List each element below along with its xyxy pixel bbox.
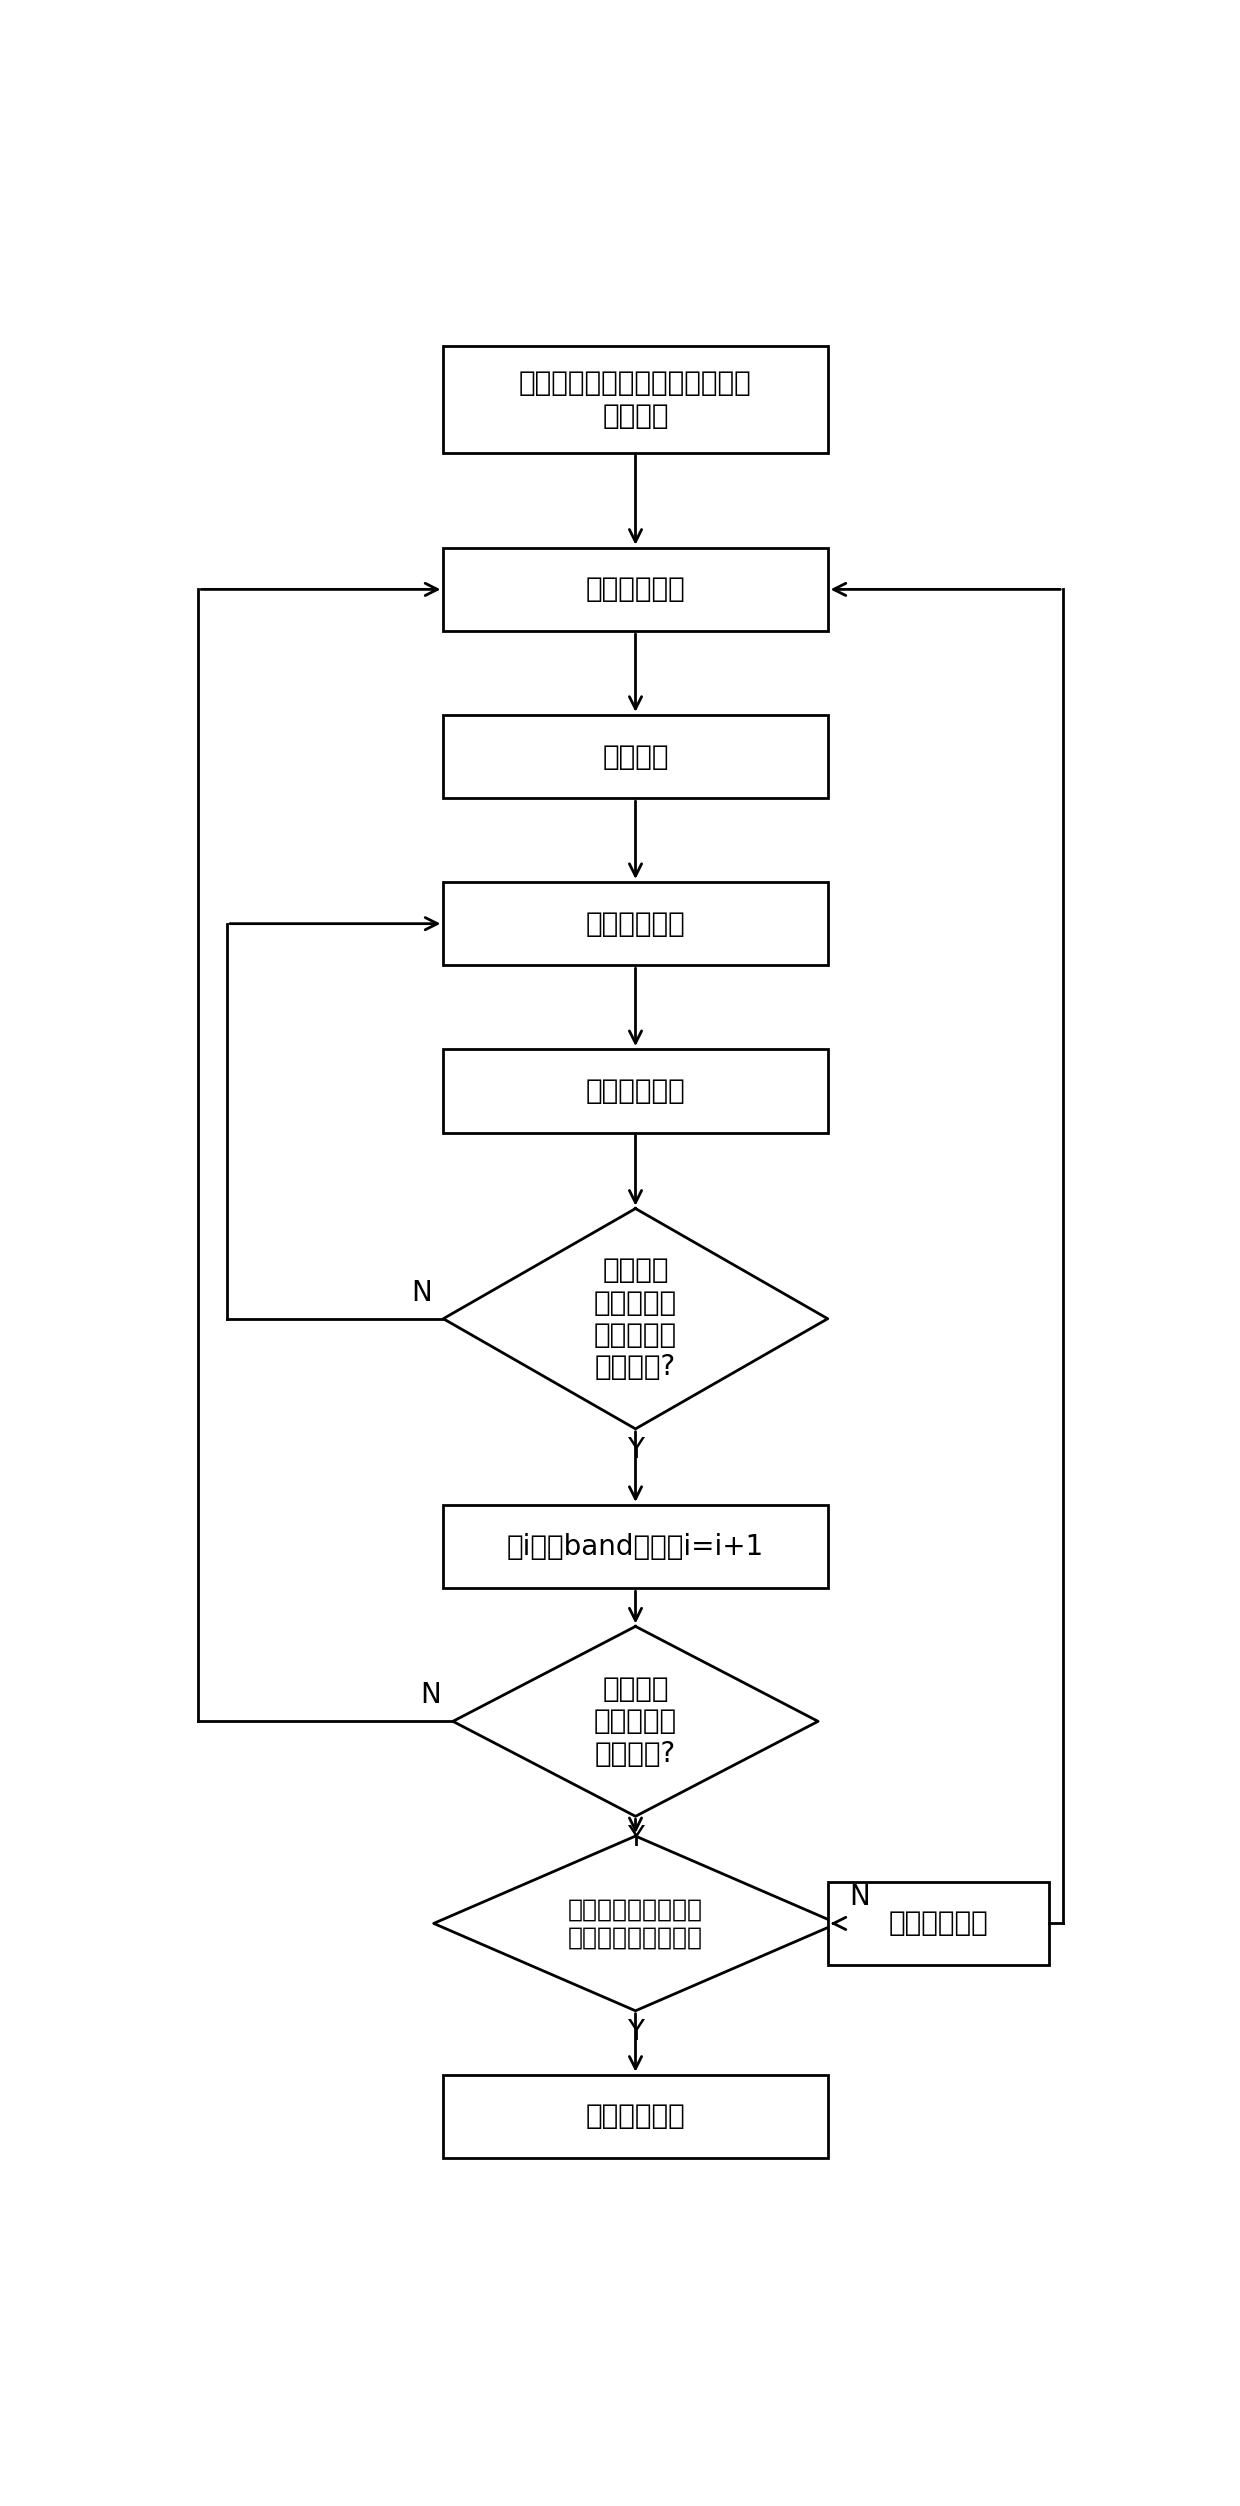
Text: 获得当前
待扫频段内
所有频点的
功率分布?: 获得当前 待扫频段内 所有频点的 功率分布? xyxy=(594,1256,677,1381)
Text: 第i个小band结束，i=i+1: 第i个小band结束，i=i+1 xyxy=(507,1534,764,1561)
Bar xyxy=(444,882,828,965)
Polygon shape xyxy=(434,1837,837,2010)
Text: N: N xyxy=(849,1885,869,1912)
Bar xyxy=(828,1882,1049,1965)
Bar xyxy=(444,1050,828,1133)
Text: 频点功率满足阈值？
遍历全部增益档位？: 频点功率满足阈值？ 遍历全部增益档位？ xyxy=(568,1897,703,1950)
Text: N: N xyxy=(420,1682,441,1709)
Polygon shape xyxy=(453,1626,818,1817)
Polygon shape xyxy=(444,1208,828,1428)
Text: 栅格偏差累加: 栅格偏差累加 xyxy=(585,1078,686,1105)
Text: 频域转换: 频域转换 xyxy=(603,742,668,769)
Text: Y: Y xyxy=(627,1824,644,1852)
Text: 增益档位定标，获取待扫频段，
频点配置: 增益档位定标，获取待扫频段， 频点配置 xyxy=(520,368,751,429)
Bar xyxy=(444,346,828,454)
Text: N: N xyxy=(410,1278,432,1306)
Bar xyxy=(444,2075,828,2158)
Text: 获得所有
待扫频段的
功率分布?: 获得所有 待扫频段的 功率分布? xyxy=(594,1674,677,1767)
Text: 采集时域信号: 采集时域信号 xyxy=(585,576,686,604)
Text: 报告相应频点: 报告相应频点 xyxy=(585,2103,686,2130)
Text: 滑动累加滤波: 滑动累加滤波 xyxy=(585,910,686,937)
Bar xyxy=(444,1504,828,1589)
Text: Y: Y xyxy=(627,2017,644,2047)
Text: Y: Y xyxy=(627,1436,644,1464)
Text: 调节增益档位: 调节增益档位 xyxy=(888,1910,988,1937)
Bar xyxy=(444,714,828,799)
Bar xyxy=(444,549,828,632)
